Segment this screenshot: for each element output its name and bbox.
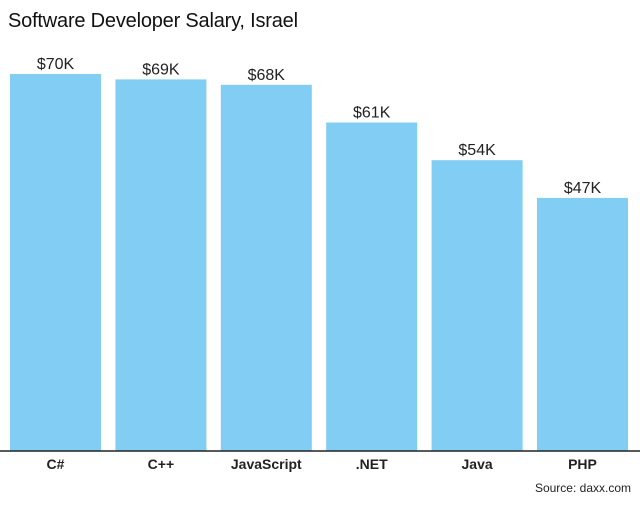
bar-java [431, 160, 523, 451]
bar-php [537, 197, 628, 451]
x-tick-label: .NET [356, 456, 388, 472]
bar-value-label: $69K [142, 61, 180, 78]
x-tick-label: C++ [148, 456, 174, 472]
source-note: Source: daxx.com [534, 481, 631, 495]
bars-layer [10, 74, 628, 452]
bar-net [326, 122, 418, 451]
bar-value-label: $70K [37, 56, 75, 73]
bar-value-label: $54K [458, 142, 496, 159]
x-tick-label: JavaScript [231, 456, 302, 472]
bar-c [10, 74, 101, 451]
bar-value-label: $61K [353, 105, 391, 122]
bar-value-label: $68K [248, 67, 286, 84]
x-tick-label: C# [47, 456, 65, 472]
x-tick-label: PHP [568, 456, 597, 472]
x-tick-label: Java [462, 456, 493, 472]
chart-title: Software Developer Salary, Israel [8, 10, 298, 32]
bar-value-label: $47K [564, 180, 602, 197]
bar-javascript [220, 84, 312, 452]
bar-c [115, 79, 207, 452]
value-labels-layer: $70K $69K $68K $61K $54K $47K [37, 56, 602, 197]
category-labels-layer: C# C++ JavaScript .NET Java PHP [47, 456, 597, 472]
